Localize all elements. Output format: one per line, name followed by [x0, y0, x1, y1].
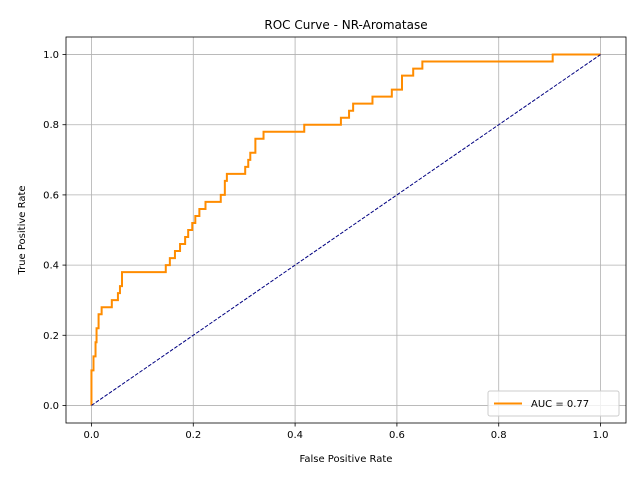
y-tick-label: 0.4 [43, 261, 59, 272]
y-axis-label: True Positive Rate [17, 185, 28, 275]
chart-title: ROC Curve - NR-Aromatase [264, 18, 427, 32]
x-tick-label: 1.0 [593, 430, 609, 441]
y-tick-label: 0.6 [43, 190, 59, 201]
x-tick-label: 0.8 [491, 430, 507, 441]
y-tick-label: 0.8 [43, 120, 59, 131]
y-tick-label: 0.0 [43, 401, 59, 412]
x-tick-label: 0.6 [389, 430, 405, 441]
x-tick-label: 0.0 [84, 430, 100, 441]
plot-area: 0.0 0.2 0.4 0.6 0.8 1.0 0.0 0.2 0.4 0.6 0.8 1.0 AUC … [43, 36, 627, 441]
axes-frame [65, 36, 627, 424]
y-tick-label: 1.0 [43, 50, 59, 61]
roc-curve-line [90, 53, 601, 406]
x-tick-label: 0.4 [287, 430, 303, 441]
legend-label: AUC = 0.77 [531, 399, 589, 410]
legend-box [487, 390, 620, 417]
y-tick-label: 0.2 [43, 331, 59, 342]
x-tick-label: 0.2 [185, 430, 201, 441]
diagonal-reference-line [91, 54, 601, 406]
x-axis-label: False Positive Rate [300, 454, 393, 465]
